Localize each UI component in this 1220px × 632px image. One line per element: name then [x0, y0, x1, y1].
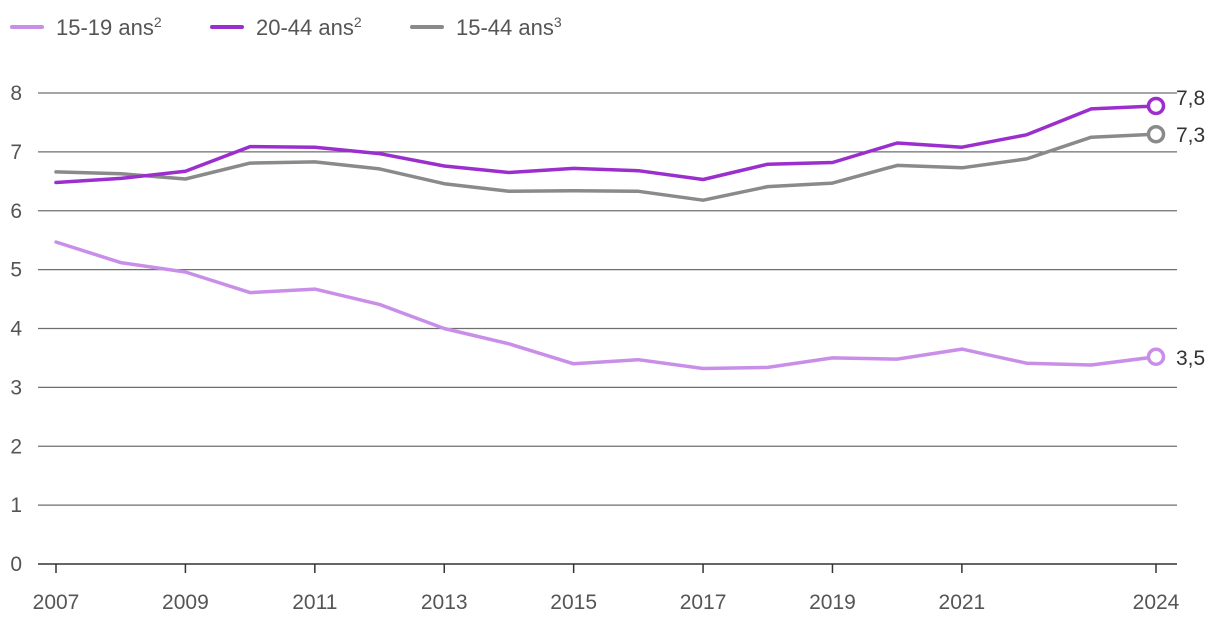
y-tick-label: 7	[10, 141, 22, 164]
legend-label: 20-44 ans2	[256, 14, 362, 40]
series-15-19-ans: 3,5	[54, 240, 1205, 371]
legend-item: 15-44 ans3	[410, 14, 562, 40]
series-line	[54, 240, 1158, 371]
y-tick-label: 8	[10, 82, 22, 105]
legend-label: 15-19 ans2	[56, 14, 162, 40]
legend-label-text: 15-19 ans	[56, 15, 154, 40]
legend-label-text: 15-44 ans	[456, 15, 554, 40]
end-value-label: 7,8	[1176, 87, 1205, 110]
gridlines	[38, 92, 1177, 565]
legend-label-text: 20-44 ans	[256, 15, 354, 40]
y-tick-label: 4	[10, 318, 22, 341]
x-tick-label: 2007	[33, 591, 80, 614]
x-tick-label: 2017	[680, 591, 727, 614]
x-tick-label: 2009	[162, 591, 209, 614]
x-tick-label: 2021	[939, 591, 986, 614]
series-line	[54, 132, 1158, 202]
legend-item: 20-44 ans2	[210, 14, 362, 40]
y-axis: 0 1 2 3 4 5 6 7 8	[10, 82, 22, 576]
y-tick-label: 3	[10, 376, 22, 399]
legend-label-superscript: 3	[554, 14, 562, 30]
y-tick-label: 0	[10, 553, 22, 576]
end-point-marker	[1146, 96, 1166, 116]
y-tick-label: 1	[10, 494, 22, 517]
x-tick-label: 2011	[292, 591, 337, 614]
legend-label-superscript: 2	[354, 14, 362, 30]
x-tick-label: 2024	[1133, 591, 1180, 614]
series-20-44-ans: 7,8	[54, 87, 1205, 185]
end-point-marker	[1146, 347, 1166, 367]
y-tick-label: 6	[10, 200, 22, 223]
legend-label: 15-44 ans3	[456, 14, 562, 40]
end-value-label: 3,5	[1176, 347, 1205, 370]
y-tick-label: 2	[10, 435, 22, 458]
legend-item: 15-19 ans2	[10, 14, 162, 40]
x-tick-label: 2019	[809, 591, 856, 614]
series-group: 7,3 3,5 7,8	[54, 87, 1205, 371]
end-value-label: 7,3	[1176, 124, 1205, 147]
y-tick-label: 5	[10, 259, 22, 282]
series-15-44-ans: 7,3	[54, 124, 1205, 202]
x-tick-label: 2013	[421, 591, 468, 614]
legend: 15-19 ans2 20-44 ans2 15-44 ans3	[10, 14, 562, 40]
x-tick-label: 2015	[550, 591, 597, 614]
x-axis: 2007 2009 2011 2013 2015 2017 2019 2021 2024	[33, 564, 1180, 614]
end-point-marker	[1146, 124, 1166, 144]
series-line	[54, 104, 1158, 185]
legend-label-superscript: 2	[154, 14, 162, 30]
